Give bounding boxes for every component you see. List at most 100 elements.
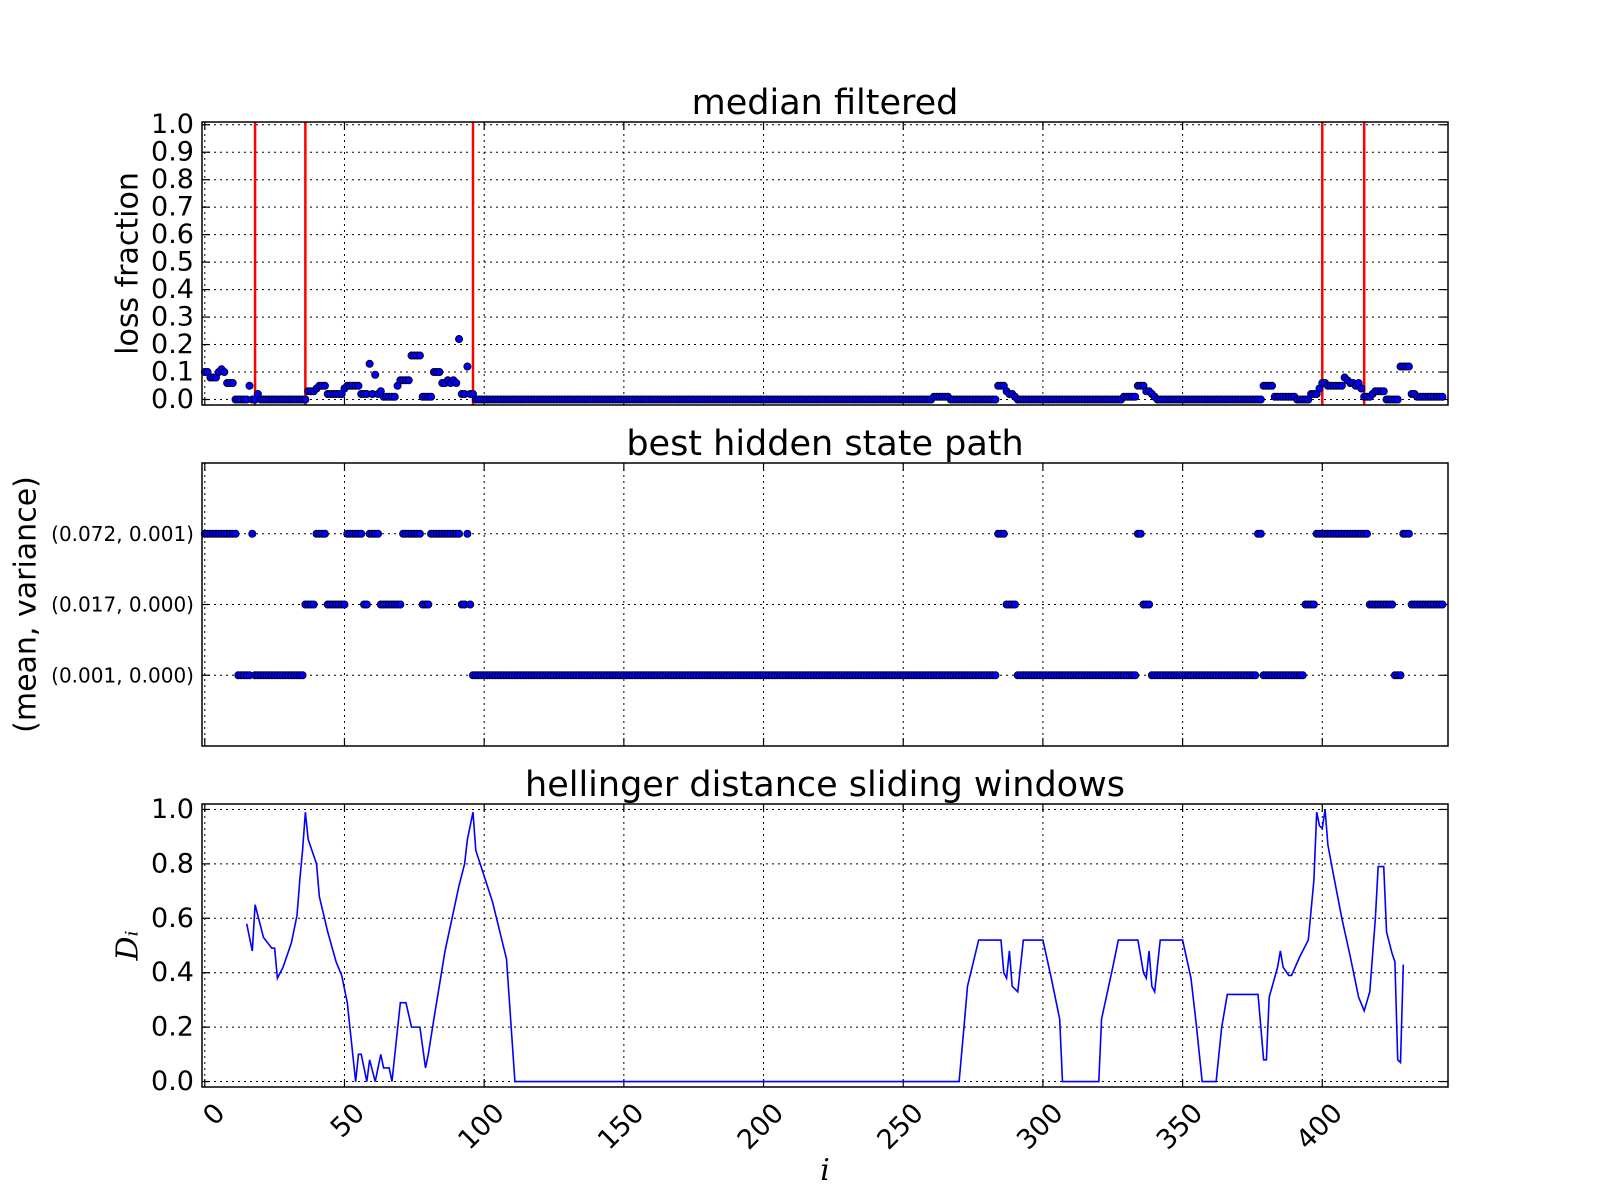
y-axis-label: loss fraction: [111, 172, 146, 355]
point: [1388, 600, 1397, 609]
point: [466, 600, 475, 609]
point: [1404, 529, 1413, 538]
point: [1309, 600, 1318, 609]
point: [1131, 671, 1140, 680]
y-tick-label: 0.4: [151, 274, 194, 305]
y-tick-label: (0.001, 0.000): [51, 663, 194, 687]
y-tick-label: 0.5: [151, 247, 194, 278]
point: [1357, 384, 1366, 393]
y-tick-label: 0.8: [151, 848, 194, 879]
point: [455, 529, 464, 538]
y-tick-label: 0.9: [151, 137, 194, 168]
y-axis-label: (mean, variance): [9, 476, 44, 733]
chart-title: best hidden state path: [626, 424, 1023, 464]
point: [1337, 381, 1346, 390]
point: [248, 529, 257, 538]
point: [228, 379, 237, 388]
axes-frame: [201, 121, 1449, 406]
y-tick-label: 0.0: [151, 1066, 194, 1097]
y-tick-label: 0.2: [151, 1012, 194, 1043]
point: [1145, 600, 1154, 609]
point: [390, 392, 399, 401]
point: [415, 529, 424, 538]
panel: 0.00.10.20.30.40.50.60.70.80.91.0 median …: [111, 83, 1449, 415]
panel: 0.0 0.2 0.4 0.6 0.8 1.0 0 50 100 150 200 250 300 350 4…: [111, 765, 1449, 1188]
chart-title: hellinger distance sliding windows: [525, 765, 1125, 805]
point: [415, 351, 424, 360]
point: [1131, 392, 1140, 401]
point: [1438, 600, 1447, 609]
axes-frame: [201, 462, 1449, 747]
point: [1267, 381, 1276, 390]
point: [1396, 671, 1405, 680]
x-tick-label: 200: [732, 1098, 790, 1156]
point: [371, 370, 380, 379]
point: [1136, 529, 1145, 538]
x-tick-label: 300: [1011, 1098, 1069, 1156]
point: [999, 529, 1008, 538]
point: [404, 376, 413, 385]
point: [991, 671, 1000, 680]
y-tick-label: 1.0: [151, 109, 194, 140]
y-tick-label: 0.0: [151, 384, 194, 415]
point: [1256, 529, 1265, 538]
point: [463, 529, 472, 538]
point: [427, 392, 436, 401]
point: [1393, 395, 1402, 404]
point: [1298, 671, 1307, 680]
x-tick-label: 150: [592, 1098, 650, 1156]
point: [340, 600, 349, 609]
axes-frame: [201, 803, 1449, 1088]
point: [1379, 387, 1388, 396]
x-tick-label: 400: [1290, 1098, 1348, 1156]
x-tick-label: 350: [1151, 1098, 1209, 1156]
point: [435, 368, 444, 377]
y-tick-label: 0.1: [151, 357, 194, 388]
y-tick-label: 0.6: [151, 903, 194, 934]
line: [245, 809, 1405, 1083]
point: [991, 395, 1000, 404]
x-tick-label: 250: [871, 1098, 929, 1156]
y-tick-label: 0.6: [151, 219, 194, 250]
point: [455, 335, 464, 344]
y-axis-label: Dᵢ: [111, 930, 146, 961]
point: [362, 600, 371, 609]
y-tick-label: 0.4: [151, 957, 194, 988]
y-tick-label: (0.072, 0.001): [51, 522, 194, 546]
x-axis-label: i: [820, 1153, 830, 1188]
point: [452, 379, 461, 388]
point: [1251, 671, 1260, 680]
point: [301, 395, 310, 404]
chart-title: median filtered: [692, 83, 959, 123]
point: [1362, 529, 1371, 538]
x-tick-label: 0: [197, 1098, 231, 1132]
panel: (0.001, 0.000) (0.017, 0.000) (0.072, 0.00…: [9, 424, 1449, 747]
y-tick-label: (0.017, 0.000): [51, 593, 194, 617]
point: [463, 362, 472, 371]
x-tick-label: 100: [452, 1098, 510, 1156]
y-tick-label: 0.2: [151, 329, 194, 360]
point: [231, 529, 240, 538]
point: [220, 368, 229, 377]
point: [374, 529, 383, 538]
point: [320, 381, 329, 390]
y-tick-label: 0.3: [151, 302, 194, 333]
point: [245, 381, 254, 390]
point: [1256, 395, 1265, 404]
point: [320, 529, 329, 538]
point: [1404, 362, 1413, 371]
point: [309, 600, 318, 609]
point: [396, 600, 405, 609]
point: [424, 600, 433, 609]
point: [354, 381, 363, 390]
point: [1010, 600, 1019, 609]
point: [1438, 392, 1447, 401]
y-tick-label: 0.7: [151, 192, 194, 223]
y-tick-label: 0.8: [151, 164, 194, 195]
point: [357, 529, 366, 538]
y-tick-label: 1.0: [151, 794, 194, 825]
point: [298, 671, 307, 680]
point: [365, 359, 374, 368]
